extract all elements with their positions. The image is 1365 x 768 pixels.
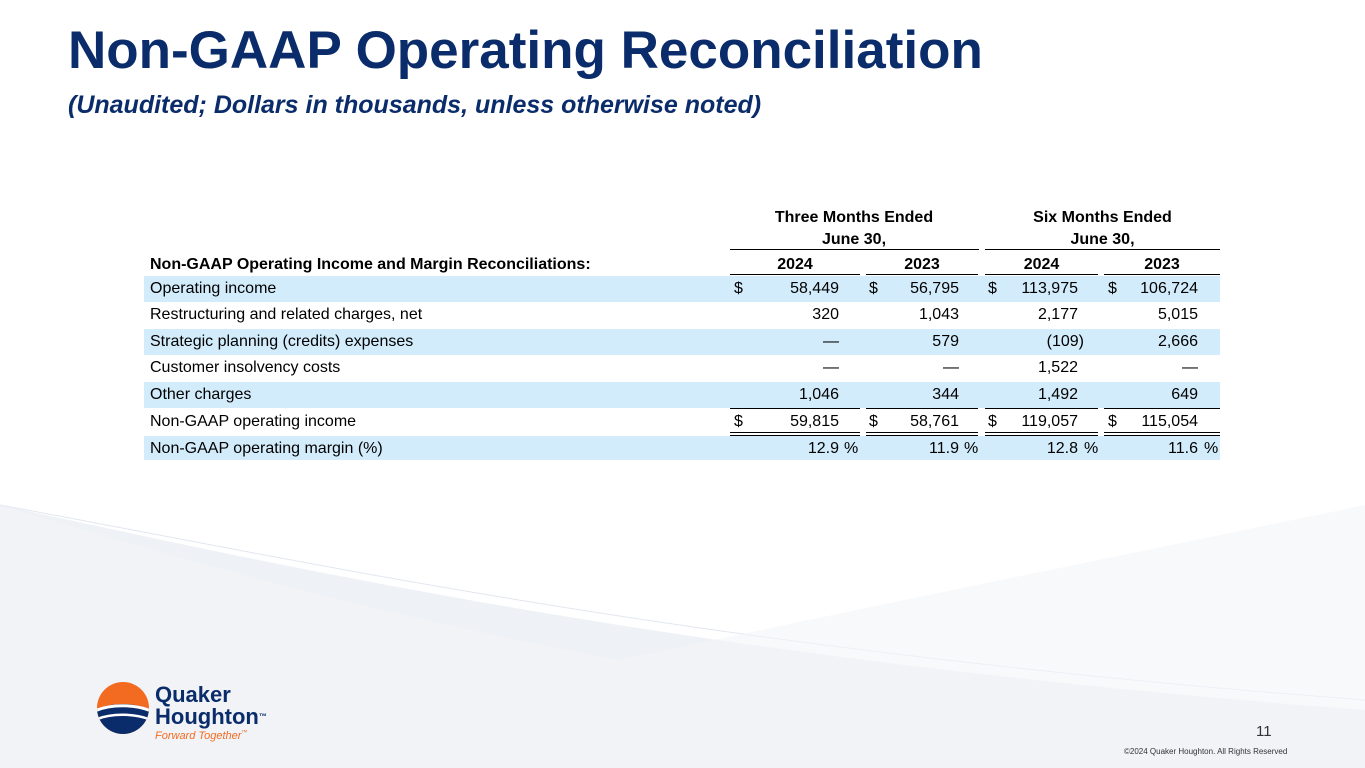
table-cell: 56,795 xyxy=(910,280,959,297)
year-header: 2024 xyxy=(777,256,813,273)
table-cell: 579 xyxy=(932,333,959,350)
total-double-underline xyxy=(866,435,978,436)
total-double-underline xyxy=(985,435,1098,436)
total-double-underline xyxy=(730,435,860,436)
table-cell: 11.9 xyxy=(929,440,959,457)
table-cell: — xyxy=(943,359,959,376)
subtotal-underline xyxy=(730,408,860,409)
subtotal-underline xyxy=(985,408,1098,409)
table-cell: 5,015 xyxy=(1157,306,1198,323)
table-cell: 119,057 xyxy=(1021,413,1078,430)
year-underline xyxy=(730,274,860,275)
table-cell: 115,054 xyxy=(1141,413,1198,430)
copyright-notice: ©2024 Quaker Houghton. All Rights Reserv… xyxy=(1124,747,1288,756)
table-cell: 1,043 xyxy=(918,306,959,323)
dollar-sign: $ xyxy=(988,280,997,297)
table-cell: 58,449 xyxy=(790,280,839,297)
group-underline xyxy=(985,249,1220,250)
year-underline xyxy=(866,274,978,275)
dollar-sign: $ xyxy=(988,413,997,430)
table-row: Non-GAAP operating margin (%) 12.9 % 11.… xyxy=(144,436,1220,460)
row-label: Operating income xyxy=(150,280,277,297)
year-underline xyxy=(985,274,1098,275)
group-header-line1: Six Months Ended xyxy=(1033,209,1172,226)
row-label: Restructuring and related charges, net xyxy=(150,306,423,323)
dollar-sign: $ xyxy=(869,280,878,297)
table-cell: — xyxy=(823,333,839,350)
logo-text-houghton: Houghton xyxy=(155,704,259,729)
dollar-sign: $ xyxy=(869,413,878,430)
logo-mark-icon xyxy=(97,682,149,734)
dollar-sign: $ xyxy=(1108,280,1117,297)
logo-trademark: ™ xyxy=(258,712,267,721)
total-double-underline xyxy=(730,432,860,433)
table-cell: (109) xyxy=(1046,333,1084,350)
table-row: Operating income $ 58,449 $ 56,795 $ 113… xyxy=(144,276,1220,302)
table-cell: 2,666 xyxy=(1157,333,1198,350)
group-header-three-months: Three Months Ended June 30, xyxy=(730,207,978,251)
year-header: 2023 xyxy=(1144,256,1180,273)
subtotal-underline xyxy=(1104,408,1220,409)
group-underline xyxy=(730,249,979,250)
table-cell: — xyxy=(823,359,839,376)
table-cell: 113,975 xyxy=(1021,280,1078,297)
table-cell: — xyxy=(1182,359,1198,376)
group-header-line2: June 30, xyxy=(1070,231,1135,248)
percent-sign: % xyxy=(1204,440,1219,457)
table-cell: 344 xyxy=(932,386,959,403)
total-double-underline xyxy=(1104,435,1220,436)
percent-sign: % xyxy=(964,440,979,457)
subtotal-underline xyxy=(866,408,978,409)
section-label: Non-GAAP Operating Income and Margin Rec… xyxy=(150,256,591,273)
dollar-sign: $ xyxy=(734,280,743,297)
column-header-row: Non-GAAP Operating Income and Margin Rec… xyxy=(144,252,1220,278)
table-cell: 12.8 xyxy=(1046,440,1078,457)
table-cell: 59,815 xyxy=(790,413,839,430)
year-header: 2023 xyxy=(904,256,940,273)
row-label: Strategic planning (credits) expenses xyxy=(150,333,414,350)
year-underline xyxy=(1104,274,1220,275)
table-cell: 58,761 xyxy=(910,413,959,430)
table-row: Customer insolvency costs — — 1,522 — xyxy=(144,355,1220,381)
table-row: Non-GAAP operating income $ 59,815 $ 58,… xyxy=(144,409,1220,435)
table-cell: 320 xyxy=(812,306,839,323)
row-label: Non-GAAP operating margin (%) xyxy=(150,440,383,457)
total-double-underline xyxy=(1104,432,1220,433)
logo-tagline: Forward Together™ xyxy=(155,730,247,742)
page-title: Non-GAAP Operating Reconciliation xyxy=(68,21,983,80)
total-double-underline xyxy=(866,432,978,433)
total-double-underline xyxy=(985,432,1098,433)
table-cell: 1,046 xyxy=(798,386,839,403)
table-cell: 2,177 xyxy=(1037,306,1078,323)
logo-text-line1: Quaker xyxy=(155,682,231,707)
table-cell: 1,492 xyxy=(1037,386,1078,403)
logo-tagline-trademark: ™ xyxy=(241,730,248,736)
dollar-sign: $ xyxy=(734,413,743,430)
logo-tagline-text: Forward Together xyxy=(155,730,242,742)
year-header: 2024 xyxy=(1023,256,1060,273)
logo-text-line2: Houghton™ xyxy=(155,706,267,728)
table-cell: 649 xyxy=(1171,386,1198,403)
page-subtitle: (Unaudited; Dollars in thousands, unless… xyxy=(68,91,762,119)
percent-sign: % xyxy=(1084,440,1099,457)
table-row: Restructuring and related charges, net 3… xyxy=(144,302,1220,328)
row-label: Other charges xyxy=(150,386,252,403)
table-cell: 106,724 xyxy=(1140,280,1198,297)
table-cell: 12.9 xyxy=(807,440,839,457)
table-cell: 1,522 xyxy=(1037,359,1078,376)
dollar-sign: $ xyxy=(1108,413,1117,430)
table-row: Strategic planning (credits) expenses — … xyxy=(144,329,1220,355)
percent-sign: % xyxy=(844,440,859,457)
row-label: Customer insolvency costs xyxy=(150,359,341,376)
table-cell: 11.6 xyxy=(1168,440,1198,457)
table-row: Other charges 1,046 344 1,492 649 xyxy=(144,382,1220,408)
group-header-line2: June 30, xyxy=(821,231,887,248)
group-header-line1: Three Months Ended xyxy=(774,209,934,226)
page-number: 11 xyxy=(1256,723,1272,740)
group-header-six-months: Six Months Ended June 30, xyxy=(985,207,1220,251)
reconciliation-table: Three Months Ended June 30, Six Months E… xyxy=(144,0,1224,470)
row-label: Non-GAAP operating income xyxy=(150,413,357,430)
